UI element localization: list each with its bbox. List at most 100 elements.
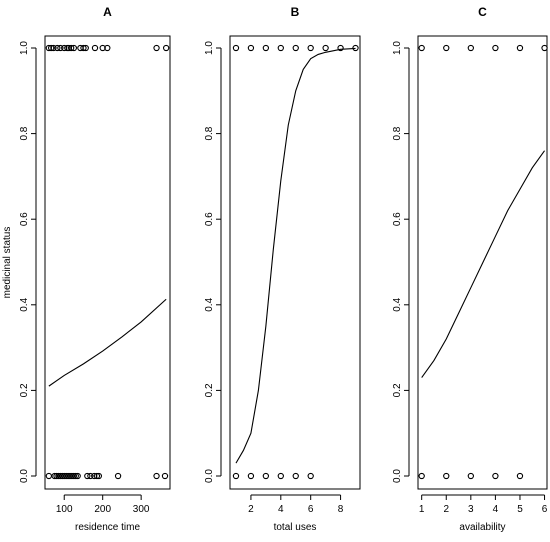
panel-b-data-point — [292, 472, 299, 480]
panel-c-data-point — [541, 44, 548, 52]
panel-b-data-point — [262, 44, 270, 52]
panel-b-data-point — [277, 472, 284, 480]
panel-a-data-point — [84, 472, 91, 480]
panel-c-x-tick-label: 2 — [443, 504, 449, 515]
panel-c-x-tick-label: 1 — [419, 504, 425, 515]
panel-a-data-point — [91, 44, 99, 52]
panel-a-data-point — [57, 472, 64, 480]
panel-a-x-axis-label: residence time — [75, 522, 140, 533]
panel-a-title: A — [103, 5, 112, 19]
panel-b-y-tick-label: 0.2 — [204, 383, 215, 397]
panel-b-x-tick-label: 8 — [338, 504, 344, 515]
panel-a-data-point — [82, 44, 89, 52]
panel-a-data-point — [68, 472, 76, 480]
panel-b-data-point — [322, 44, 329, 52]
panel-a-data-point — [95, 472, 102, 480]
panel-a-data-point — [54, 44, 61, 52]
panel-b-x-axis-label: total uses — [274, 522, 317, 533]
panel-a-data-point — [61, 472, 68, 480]
panel-a-data-point — [93, 472, 101, 480]
panel-b: B 0.0 0.2 0.4 0.6 0.8 1.0 2 4 6 8 total uses — [204, 5, 361, 533]
panel-a-x-tick-label: 100 — [56, 504, 73, 515]
panel-a-data-point — [91, 472, 98, 480]
panel-b-x-tick-label: 4 — [278, 504, 284, 515]
panel-b-data-point — [232, 472, 240, 480]
panel-c-data-point — [516, 44, 524, 52]
panel-a-x-tick-label: 200 — [94, 504, 111, 515]
panel-b-y-tick-label: 0.4 — [204, 297, 215, 311]
panel-a-data-point — [53, 472, 60, 480]
panel-a-data-point — [64, 472, 72, 480]
panel-a-y-tick-label: 0.6 — [19, 212, 30, 226]
panel-a-y-tick-label: 0.0 — [19, 469, 30, 483]
panel-a-data-point — [45, 44, 52, 52]
panel-b-data-point — [307, 472, 314, 480]
panel-a-data-point — [153, 44, 160, 52]
panel-c-data-point — [516, 472, 524, 480]
panel-b-data-point — [232, 44, 240, 52]
panel-b-title: B — [291, 5, 300, 19]
panel-b-data-point — [352, 44, 359, 52]
panel-c-fit-curve — [421, 150, 545, 378]
panel-b-data-point — [307, 44, 314, 52]
panel-c-data-point — [418, 44, 425, 52]
panel-a-data-point — [63, 472, 70, 480]
panel-c-y-tick-label: 0.8 — [392, 126, 403, 140]
panel-a-y-tick-label: 1.0 — [19, 41, 30, 55]
panel-a-data-point — [99, 44, 106, 52]
panel-b-y-tick-label: 0.8 — [204, 126, 215, 140]
panel-a-data-point — [72, 472, 79, 480]
panel-a-plot-frame — [44, 35, 171, 490]
panel-a-y-tick-label: 0.8 — [19, 126, 30, 140]
panel-c-y-tick-label: 1.0 — [392, 41, 403, 55]
panel-c-x-tick-label: 4 — [493, 504, 499, 515]
panel-b-data-point — [262, 472, 270, 480]
panel-c-data-point — [467, 472, 474, 480]
panel-a-data-point — [68, 44, 75, 52]
panel-b-data-point — [247, 472, 255, 480]
panel-a-data-point — [153, 472, 160, 480]
panel-c-data-point — [492, 472, 499, 480]
panel-c-title: C — [478, 5, 487, 19]
panel-a-data-point — [57, 44, 64, 52]
panel-b-y-tick-label: 0.0 — [204, 469, 215, 483]
panel-b-x-tick-label: 2 — [248, 504, 254, 515]
panel-a-data-point — [45, 472, 52, 480]
panel-a-data-point — [87, 472, 94, 480]
panel-b-data-point — [247, 44, 255, 52]
panel-c-data-point — [443, 44, 450, 52]
panel-c: C 0.0 0.2 0.4 0.6 0.8 1.0 1 2 3 4 5 6 availability — [392, 5, 548, 533]
panel-c-x-tick-label: 3 — [468, 504, 474, 515]
panel-a-data-point — [50, 44, 57, 52]
panel-a-data-point — [162, 44, 170, 52]
panel-a-data-point — [104, 44, 111, 52]
panel-b-data-point — [337, 44, 344, 52]
panel-a-data-point — [70, 472, 77, 480]
panel-a-data-point — [80, 44, 87, 52]
panel-a-y-tick-label: 0.4 — [19, 297, 30, 311]
panel-b-y-tick-label: 1.0 — [204, 41, 215, 55]
panel-a: A 0.0 0.2 0.4 0.6 0.8 1.0 100 200 300 residence ti… — [2, 5, 171, 533]
panel-c-x-tick-label: 5 — [517, 504, 523, 515]
panel-c-x-axis-label: availability — [459, 522, 505, 533]
panel-a-data-point — [66, 472, 74, 480]
panel-a-y-tick-label: 0.2 — [19, 383, 30, 397]
panel-c-data-point — [443, 472, 450, 480]
panel-b-data-point — [277, 44, 284, 52]
panel-b-plot-frame — [229, 35, 361, 490]
panel-c-y-tick-label: 0.4 — [392, 297, 403, 311]
panel-c-y-tick-label: 0.0 — [392, 469, 403, 483]
panel-c-data-point — [418, 472, 425, 480]
panel-a-fit-curve — [48, 298, 167, 387]
panel-b-data-point — [292, 44, 299, 52]
panel-a-data-point — [161, 472, 169, 480]
panel-b-fit-curve — [235, 47, 356, 464]
panel-c-y-tick-label: 0.2 — [392, 383, 403, 397]
panel-a-data-point — [70, 44, 77, 52]
panel-a-data-point — [74, 472, 81, 480]
panel-c-data-point — [467, 44, 474, 52]
panel-a-data-point — [114, 472, 122, 480]
panel-a-data-point — [51, 472, 58, 480]
panel-a-y-axis-label: medicinal status — [2, 227, 13, 299]
